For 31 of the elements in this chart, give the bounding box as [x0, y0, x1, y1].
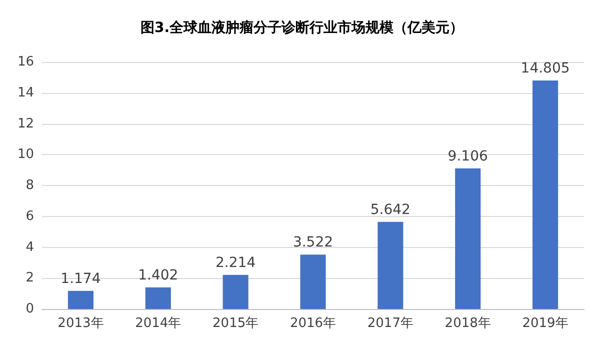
bar — [532, 80, 558, 309]
bar — [455, 168, 481, 309]
bar — [68, 290, 94, 309]
y-tick-label: 16 — [17, 54, 34, 70]
data-label: 1.174 — [60, 270, 101, 287]
bar — [145, 287, 171, 309]
chart-title: 图3.全球血液肿瘤分子诊断行业市场规模（亿美元） — [140, 19, 464, 36]
y-tick-label: 0 — [26, 302, 34, 316]
y-tick-label: 10 — [17, 147, 34, 162]
data-label: 9.106 — [448, 148, 488, 164]
x-tick-label: 2015年 — [212, 316, 259, 331]
bar — [300, 254, 326, 309]
x-tick-label: 2019年 — [522, 316, 568, 331]
data-label: 5.642 — [370, 202, 410, 218]
bar — [378, 222, 404, 309]
y-tick-label: 6 — [26, 208, 34, 224]
x-tick-label: 2016年 — [290, 316, 336, 331]
data-label: 2.214 — [216, 254, 256, 271]
bar — [222, 274, 248, 309]
x-tick-label: 2013年 — [58, 316, 104, 331]
x-tick-label: 2017年 — [367, 316, 414, 331]
y-tick-label: 12 — [17, 116, 34, 132]
y-tick-label: 4 — [26, 240, 34, 255]
y-tick-label: 2 — [26, 270, 34, 286]
data-label: 14.805 — [520, 60, 570, 76]
y-tick-label: 14 — [17, 85, 34, 100]
data-label: 3.522 — [292, 234, 334, 251]
y-tick-label: 8 — [26, 178, 34, 193]
data-label: 1.402 — [138, 267, 178, 284]
x-tick-label: 2014年 — [135, 316, 182, 331]
x-tick-label: 2018年 — [444, 316, 491, 331]
